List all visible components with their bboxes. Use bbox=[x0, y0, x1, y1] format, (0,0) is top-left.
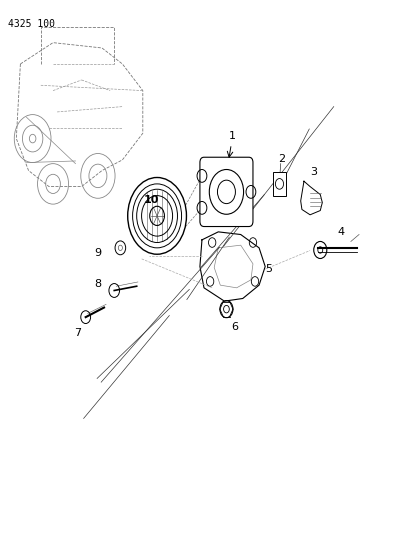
Text: 6: 6 bbox=[231, 322, 238, 333]
Bar bbox=[273, 172, 286, 196]
Text: 5: 5 bbox=[265, 264, 272, 274]
Text: 2: 2 bbox=[278, 154, 285, 164]
Text: 10: 10 bbox=[143, 195, 159, 205]
Text: 9: 9 bbox=[94, 248, 102, 258]
Text: 4: 4 bbox=[337, 227, 344, 237]
Text: 1: 1 bbox=[229, 131, 236, 141]
Text: 3: 3 bbox=[310, 167, 318, 177]
Text: 8: 8 bbox=[94, 279, 102, 289]
Text: 7: 7 bbox=[74, 328, 81, 338]
Text: 4325 100: 4325 100 bbox=[8, 19, 55, 29]
FancyBboxPatch shape bbox=[200, 157, 253, 227]
